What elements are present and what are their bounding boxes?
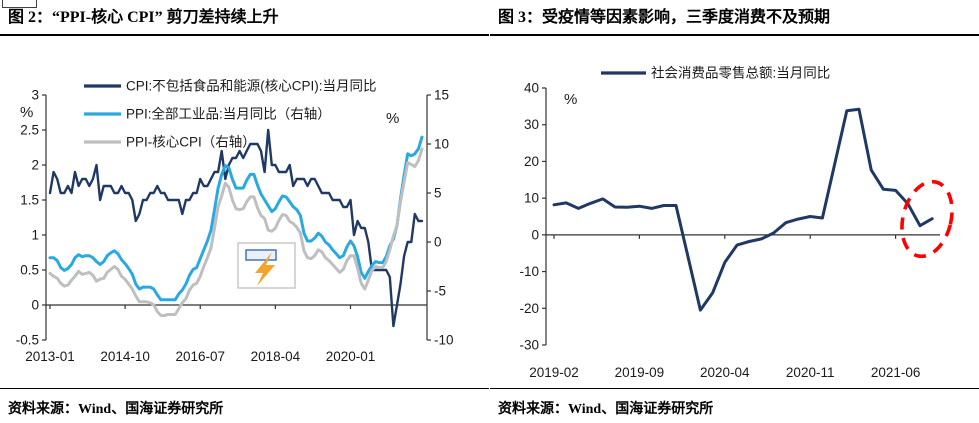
figure-3-title: 图 3：受疫情等因素影响，三季度消费不及预期 (490, 0, 979, 36)
y-axis-right-tick-label: 5 (434, 186, 442, 201)
series-line-2 (48, 147, 424, 317)
figure-2-source: 资料来源：Wind、国海证券研究所 (0, 388, 489, 423)
covid-impact-highlight-annotation (900, 179, 954, 259)
y-axis-right-tick-label: -5 (434, 284, 446, 299)
y-axis-right-tick-label: 15 (434, 88, 449, 103)
y-axis-left-tick-label: -20 (519, 301, 539, 316)
x-axis-tick-label: 2013-01 (25, 349, 75, 364)
x-axis-tick-label: 2020-01 (326, 349, 376, 364)
y-axis-left-tick-label: -30 (519, 338, 539, 353)
x-axis-tick-label: 2016-07 (175, 349, 225, 364)
y-axis-left-tick-label: -10 (519, 264, 539, 279)
y-axis-left-tick-label: 1 (31, 228, 39, 243)
placeholder-blue-rect (245, 249, 277, 261)
figure-2-title: 图 2：“PPI-核心 CPI” 剪刀差持续上升 (0, 0, 489, 36)
y-axis-right-unit-label: % (386, 110, 399, 127)
y-axis-right-tick-label: 0 (434, 235, 442, 250)
red-dashed-ellipse (900, 179, 954, 259)
y-axis-left-tick-label: 10 (524, 191, 539, 206)
y-axis-left-tick-label: 2 (31, 158, 39, 173)
series-line-0 (48, 128, 424, 328)
figure-2-chart: 3 2.5 2 1.5 1 0.5 0 -0.5% 15 10 5 0 -5 -10% 2013-01 201… (16, 78, 454, 365)
y-axis-left-tick-label: 1.5 (20, 193, 39, 208)
x-axis-tick-label: 2020-11 (786, 365, 835, 380)
y-axis-left-tick-label: 3 (31, 88, 39, 103)
x-axis-tick-label: 2019-09 (615, 365, 665, 380)
y-axis-left-tick-label: 40 (524, 81, 539, 96)
legend-label-2: PPI-核心CPI（右轴） (126, 135, 256, 150)
x-axis-tick-label: 2021-06 (871, 365, 921, 380)
x-axis-tick-label: 2014-10 (100, 349, 150, 364)
y-axis-left-tick-label: 30 (524, 117, 539, 132)
y-axis-left-tick-label: 0.5 (20, 263, 39, 278)
figure-3-chart: 40 30 20 10 0 -10 -20 -30% 2019-02 2019-09 2020-04… (519, 66, 954, 380)
series-line-0 (552, 107, 934, 312)
x-axis-tick-label: 2020-04 (700, 365, 750, 380)
figure-3-source: 资料来源：Wind、国海证券研究所 (490, 388, 979, 423)
y-axis-left-tick-label: 20 (524, 154, 539, 169)
y-axis-left-tick-label: -0.5 (16, 333, 39, 348)
y-axis-left-tick-label: 0 (31, 298, 39, 313)
y-axis-left-tick-label: 0 (531, 227, 539, 242)
table-border-artifact (2, 0, 37, 8)
y-axis-left-tick-label: 2.5 (20, 123, 39, 138)
placeholder-lightning-bolt (255, 252, 275, 286)
legend-label-1: PPI:全部工业品:当月同比（右轴） (126, 106, 331, 122)
figure-3-panel: 图 3：受疫情等因素影响，三季度消费不及预期 40 30 20 10 0 -10 -20 -3… (490, 0, 979, 423)
series-line-1 (48, 135, 424, 302)
figure-2-panel: 图 2：“PPI-核心 CPI” 剪刀差持续上升 3 2.5 2 1.5 1 0.5 0 -0… (0, 0, 489, 423)
x-axis-tick-label: 2019-02 (529, 365, 579, 380)
y-axis-right-tick-label: -10 (434, 333, 454, 348)
x-axis-tick-label: 2018-04 (251, 349, 301, 364)
y-axis-left-unit-label: % (564, 91, 577, 108)
broken-image-placeholder-icon (237, 242, 296, 289)
legend-label-0: CPI:不包括食品和能源(核心CPI):当月同比 (126, 78, 377, 94)
y-axis-right-tick-label: 10 (434, 137, 449, 152)
y-axis-left-unit-label: % (20, 104, 33, 121)
legend-label-0: 社会消费品零售总额:当月同比 (651, 66, 830, 81)
